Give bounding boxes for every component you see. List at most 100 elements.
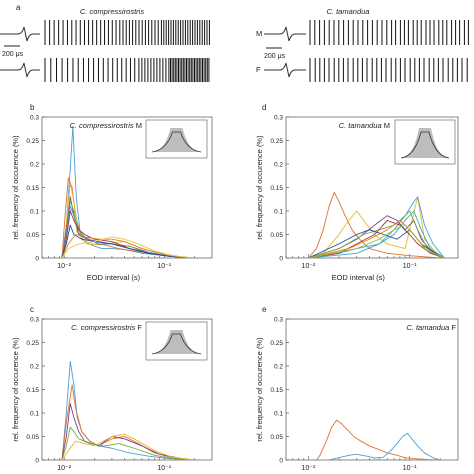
x-axis-label: EOD interval (s) bbox=[87, 273, 141, 282]
spike-train-left-f bbox=[44, 58, 210, 82]
y-tick-label: 0.05 bbox=[26, 434, 39, 441]
y-tick-label: 0 bbox=[279, 458, 283, 465]
series-line-1 bbox=[316, 419, 441, 460]
spike-train-right-m bbox=[309, 20, 469, 45]
x-tick-label: 10⁻¹ bbox=[403, 465, 417, 472]
series-line-8 bbox=[61, 224, 195, 258]
y-tick-label: 0.3 bbox=[30, 115, 39, 122]
y-tick-label: 0.25 bbox=[26, 138, 39, 145]
y-tick-label: 0 bbox=[35, 256, 39, 263]
panel-c-letter: c bbox=[30, 305, 34, 314]
series-line-4 bbox=[61, 196, 195, 258]
spike-train-left-m bbox=[44, 20, 210, 45]
y-tick-label: 0.25 bbox=[270, 138, 283, 145]
x-tick-label: 10⁻² bbox=[302, 465, 316, 472]
y-tick-label: 0.1 bbox=[30, 209, 39, 216]
eod-waveform-right-m bbox=[264, 26, 306, 42]
panel-d-letter: d bbox=[262, 103, 266, 112]
panel-b: b 0 0.05 0.1 0.15 0.2 0.25 0.3 10⁻² 10⁻¹ EOD inter… bbox=[11, 103, 213, 282]
y-axis-label: rel. frequency of occurence (%) bbox=[255, 337, 264, 442]
series-line-7 bbox=[61, 210, 195, 258]
x-tick-label: 10⁻¹ bbox=[157, 465, 171, 472]
x-tick-label: 10⁻² bbox=[57, 263, 71, 270]
series-line-5 bbox=[61, 201, 195, 258]
panel-d: d 0 0.05 0.1 0.15 0.2 0.25 0.3 10⁻² 10⁻¹ EOD inter… bbox=[255, 103, 459, 282]
y-tick-label: 0.1 bbox=[274, 411, 283, 418]
series-line-1 bbox=[61, 360, 195, 460]
row-label-f: F bbox=[256, 65, 261, 74]
panel-e-title: C. tamandua F bbox=[406, 323, 456, 332]
inset-mean-line bbox=[151, 333, 202, 355]
series-line-1 bbox=[61, 125, 195, 258]
y-tick-label: 0 bbox=[279, 256, 283, 263]
x-tick-label: 10⁻² bbox=[302, 263, 316, 270]
series-line-7 bbox=[308, 210, 445, 258]
y-axis-label: rel. frequency of occurence (%) bbox=[255, 135, 264, 240]
series-line-2 bbox=[61, 384, 195, 460]
series-line-10 bbox=[308, 224, 445, 258]
y-tick-label: 0.3 bbox=[30, 317, 39, 324]
series-line-10 bbox=[61, 236, 195, 258]
y-tick-label: 0.15 bbox=[26, 387, 39, 394]
y-tick-label: 0.3 bbox=[274, 115, 283, 122]
y-tick-label: 0.3 bbox=[274, 317, 283, 324]
y-tick-label: 0.2 bbox=[274, 364, 283, 371]
series-line-6 bbox=[308, 219, 445, 258]
panel-a: a C. compressirostris C. tamandua 200 μs… bbox=[0, 3, 469, 82]
series-group bbox=[61, 125, 195, 258]
y-tick-label: 0.25 bbox=[26, 340, 39, 347]
x-axis-label: EOD interval (s) bbox=[332, 273, 386, 282]
series-line-3 bbox=[61, 182, 195, 258]
series-line-2 bbox=[308, 196, 441, 258]
panel-e-letter: e bbox=[262, 305, 267, 314]
panel-d-title: C. tamandua M bbox=[339, 121, 390, 130]
series-line-2 bbox=[329, 432, 441, 460]
series-line-9 bbox=[308, 219, 445, 258]
inset-mean-line bbox=[400, 131, 450, 159]
y-tick-label: 0.15 bbox=[270, 185, 283, 192]
plot-frame bbox=[285, 318, 459, 461]
y-tick-label: 0.05 bbox=[26, 232, 39, 239]
y-tick-label: 0.25 bbox=[270, 340, 283, 347]
y-tick-label: 0.05 bbox=[270, 232, 283, 239]
panel-a-right-title: C. tamandua bbox=[327, 7, 370, 16]
y-tick-label: 0.1 bbox=[30, 411, 39, 418]
y-tick-label: 0 bbox=[35, 458, 39, 465]
x-tick-label: 10⁻¹ bbox=[403, 263, 417, 270]
y-axis-label: rel. frequency of occurence (%) bbox=[11, 337, 20, 442]
spike-train-right-f bbox=[309, 58, 468, 82]
series-line-8 bbox=[308, 229, 445, 258]
x-tick-label: 10⁻¹ bbox=[157, 263, 171, 270]
panel-a-left-title: C. compressirostris bbox=[80, 7, 144, 16]
y-tick-label: 0.2 bbox=[30, 364, 39, 371]
inset-mean-line bbox=[151, 131, 202, 153]
panel-c-title: C. compressirostris F bbox=[71, 323, 142, 332]
eod-waveform-left-f bbox=[0, 62, 40, 78]
eod-waveform-right-f bbox=[264, 62, 306, 78]
panel-b-letter: b bbox=[30, 103, 35, 112]
series-group bbox=[61, 360, 195, 460]
y-axis-label: rel. frequency of occurence (%) bbox=[11, 135, 20, 240]
y-tick-label: 0.15 bbox=[270, 387, 283, 394]
y-tick-label: 0.2 bbox=[274, 162, 283, 169]
series-line-5 bbox=[61, 433, 195, 460]
y-tick-label: 0.1 bbox=[274, 209, 283, 216]
y-tick-label: 0.15 bbox=[26, 185, 39, 192]
series-line-1 bbox=[308, 191, 441, 258]
row-label-m: M bbox=[256, 29, 262, 38]
panel-a-letter: a bbox=[16, 3, 21, 12]
series-group bbox=[316, 419, 441, 460]
x-tick-label: 10⁻² bbox=[57, 465, 71, 472]
y-tick-label: 0.2 bbox=[30, 162, 39, 169]
panel-b-title: C. compressirostris M bbox=[69, 121, 142, 130]
series-line-3 bbox=[61, 403, 195, 460]
scale-bar-label-right: 200 μs bbox=[264, 53, 286, 60]
scale-bar-label-left: 200 μs bbox=[2, 51, 24, 58]
series-group bbox=[308, 191, 445, 258]
y-tick-label: 0.05 bbox=[270, 434, 283, 441]
series-line-6 bbox=[61, 205, 195, 258]
eod-waveform-left-m bbox=[0, 26, 40, 42]
